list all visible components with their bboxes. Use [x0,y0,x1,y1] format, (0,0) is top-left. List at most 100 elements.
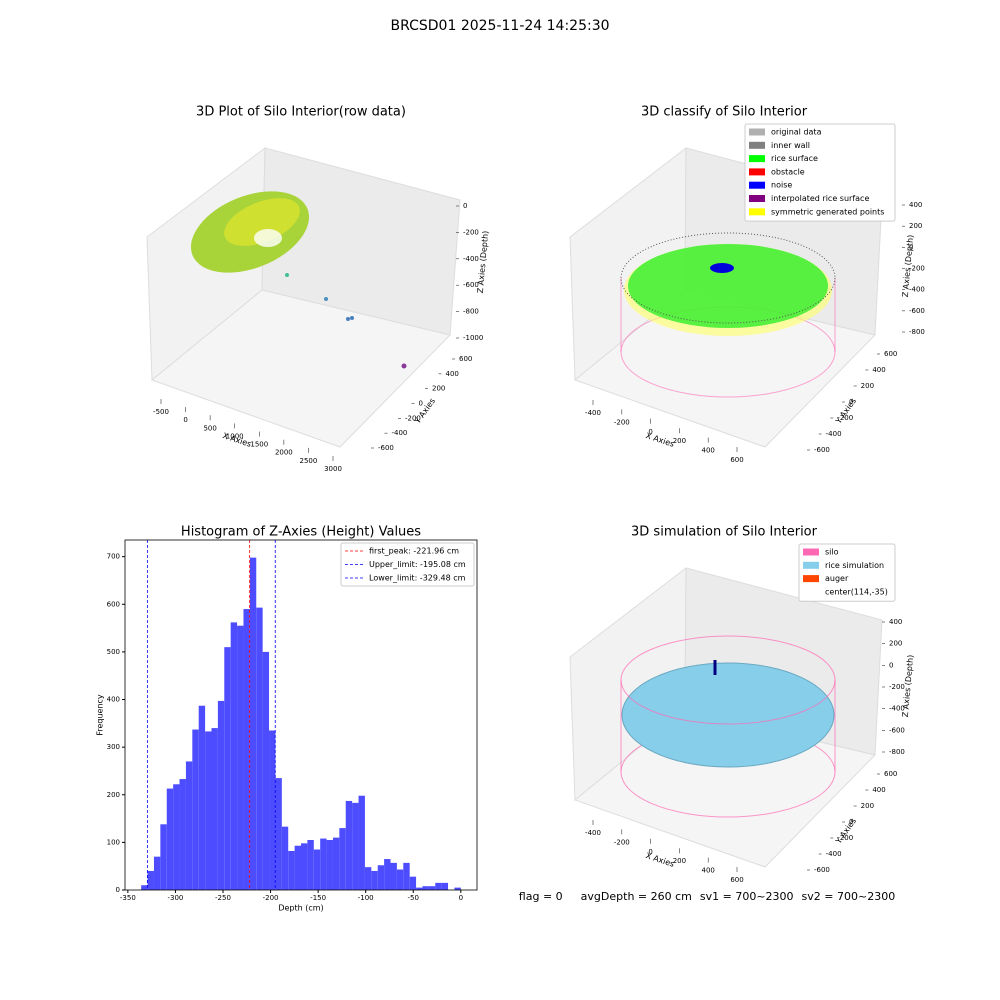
y-axis-label: Frequency [96,694,105,736]
x-tick-label: -200 [614,838,630,846]
status-item: sv2 = 700~2300 [802,890,896,903]
bar [377,865,385,890]
z-tick-label: 400 [909,201,922,209]
bar [403,862,410,890]
x-tick-label: 500 [203,424,216,432]
bar [416,887,423,890]
bar [275,778,282,890]
bar [179,779,186,890]
chart-title: 3D Plot of Silo Interior(row data) [196,105,406,120]
x-tick-label: -200 [263,894,279,902]
z-tick-label: -600 [909,307,925,315]
status-item: flag = 0 [519,890,563,903]
bar [262,651,270,890]
legend-label: noise [771,181,792,190]
legend-label: center(114,-35) [825,587,888,596]
figure-title: BRCSD01 2025-11-24 14:25:30 [390,18,609,34]
bar [166,788,174,890]
bar [454,887,461,890]
y-tick-label: 600 [107,600,120,608]
bar [294,845,301,890]
bar [326,840,333,890]
y-tick-label: 400 [446,370,459,378]
legend-label: rice surface [771,154,818,163]
y-tick-label: -200 [405,414,421,422]
legend-swatch [749,195,765,202]
status-item: avgDepth = 260 cm [581,890,692,903]
bar [185,761,193,890]
z-tick-label: 0 [463,202,467,210]
x-tick-label: -250 [215,894,231,902]
y-tick-label: 0 [849,398,853,406]
legend-swatch [749,181,765,189]
x-tick-label: -200 [614,418,630,426]
bar [198,705,206,890]
bar [192,729,199,890]
y-tick-label: -600 [814,446,830,454]
z-tick-label: -400 [909,286,925,294]
x-tick-label: -100 [358,894,374,902]
x-tick-label: 600 [730,876,743,884]
legend-box [798,543,896,602]
legend-swatch [803,575,819,583]
z-tick-label: -600 [463,281,479,289]
y-tick-label: -400 [826,850,842,858]
z-tick-label: -400 [889,705,905,713]
bar [217,700,225,890]
x-tick-label: 0 [648,428,652,436]
legend-label: first_peak: -221.96 cm [369,547,459,556]
z-tick-label: -800 [909,328,925,336]
x-tick-label: -350 [120,894,136,902]
bar [384,859,391,890]
x-tick-label: 0 [183,416,187,424]
legend-label: obstacle [771,167,805,176]
bar [243,609,250,890]
x-tick-label: 3000 [324,465,342,473]
legend-box [340,542,475,587]
bar [364,867,372,890]
z-tick-label: 0 [889,661,893,669]
bar [147,870,154,890]
z-tick-label: -400 [463,255,479,263]
bar [320,838,327,890]
x-tick-label: 0 [459,894,463,902]
legend-label: Upper_limit: -195.08 cm [369,560,466,569]
bar [332,837,340,890]
y-tick-label: 200 [861,382,874,390]
legend-label: silo [825,548,839,557]
legend-label: inner wall [771,141,810,150]
y-tick-label: -600 [814,866,830,874]
bar [422,886,429,890]
bar [345,800,353,890]
y-tick-label: 400 [872,786,885,794]
legend-label: Lower_limit: -329.48 cm [369,574,466,583]
bar [230,622,238,890]
bar [211,728,218,890]
y-tick-label: 600 [884,770,897,778]
chart-title: 3D simulation of Silo Interior [631,525,818,540]
legend-swatch [803,561,819,569]
y-tick-label: -200 [837,414,853,422]
x-tick-label: -400 [585,409,601,417]
bar [141,885,148,890]
y-tick-label: 600 [459,355,472,363]
x-tick-label: 400 [702,447,715,455]
y-tick-label: -600 [378,444,394,452]
y-tick-label: 200 [107,791,120,799]
z-tick-label: -200 [889,683,905,691]
bar [205,731,212,890]
z-tick-label: 400 [889,618,902,626]
y-tick-label: 200 [861,802,874,810]
status-line: flag = 0 avgDepth = 260 cm sv1 = 700~2300 s… [519,890,895,903]
chart-title: 3D classify of Silo Interior [641,105,808,120]
bar [301,843,308,890]
x-tick-label: -50 [408,894,419,902]
x-tick-label: 0 [648,848,652,856]
x-tick-label: -500 [153,408,169,416]
bar [224,647,231,890]
y-tick-label: 300 [107,743,120,751]
z-tick-label: -200 [909,265,925,273]
bar [352,802,359,890]
bar [409,876,417,890]
